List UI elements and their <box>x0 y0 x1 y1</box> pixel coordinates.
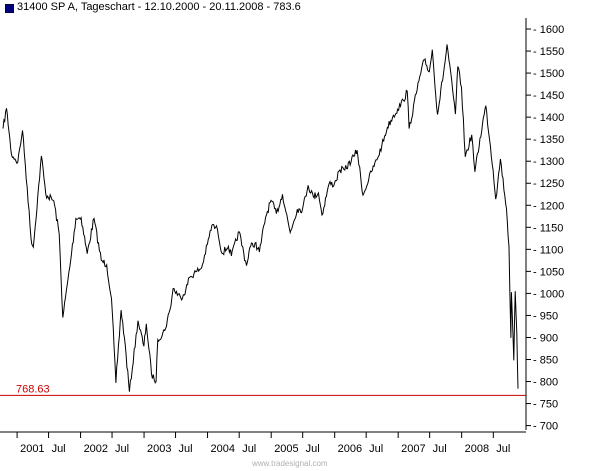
y-tick-label: - 1150 <box>533 222 563 234</box>
y-tick-label: - 1550 <box>533 46 564 58</box>
watermark: www.tradesignal.com <box>252 459 328 468</box>
series-marker-icon <box>5 4 14 13</box>
x-tick-label: Jul <box>369 443 383 455</box>
x-tick-label: Jul <box>433 443 447 455</box>
y-tick-label: - 1000 <box>533 288 564 300</box>
x-tick-label: Jul <box>115 443 129 455</box>
chart-title: 31400 SP A, Tageschart - 12.10.2000 - 20… <box>17 1 301 13</box>
y-tick-label: - 950 <box>533 310 558 322</box>
y-tick-label: - 1600 <box>533 24 564 36</box>
y-tick-label: - 1250 <box>533 178 564 190</box>
x-tick-label: 2008 <box>465 443 489 455</box>
y-tick-label: - 800 <box>533 377 558 389</box>
y-tick-label: - 1350 <box>533 134 564 146</box>
y-tick-label: - 1300 <box>533 156 564 168</box>
x-tick-label: Jul <box>52 443 66 455</box>
y-tick-label: - 900 <box>533 332 558 344</box>
y-tick-label: - 700 <box>533 421 558 433</box>
x-tick-label: 2006 <box>338 443 362 455</box>
x-tick-label: 2001 <box>20 443 44 455</box>
x-tick-label: 2002 <box>84 443 108 455</box>
y-tick-label: - 1200 <box>533 200 564 212</box>
y-tick-label: - 1500 <box>533 68 564 80</box>
reference-line-label: 768.63 <box>16 383 50 395</box>
x-tick-label: Jul <box>496 443 510 455</box>
y-tick-label: - 1400 <box>533 112 564 124</box>
y-tick-label: - 850 <box>533 354 558 366</box>
y-tick-label: - 750 <box>533 399 558 411</box>
y-tick-label: - 1050 <box>533 266 564 278</box>
y-tick-label: - 1450 <box>533 90 564 102</box>
x-tick-label: Jul <box>179 443 193 455</box>
x-tick-label: 2005 <box>274 443 298 455</box>
x-tick-label: Jul <box>242 443 256 455</box>
x-tick-label: Jul <box>306 443 320 455</box>
price-line <box>2 44 519 392</box>
x-tick-label: 2004 <box>211 443 235 455</box>
x-tick-label: 2003 <box>147 443 171 455</box>
y-tick-label: - 1100 <box>533 244 563 256</box>
x-tick-label: 2007 <box>401 443 425 455</box>
